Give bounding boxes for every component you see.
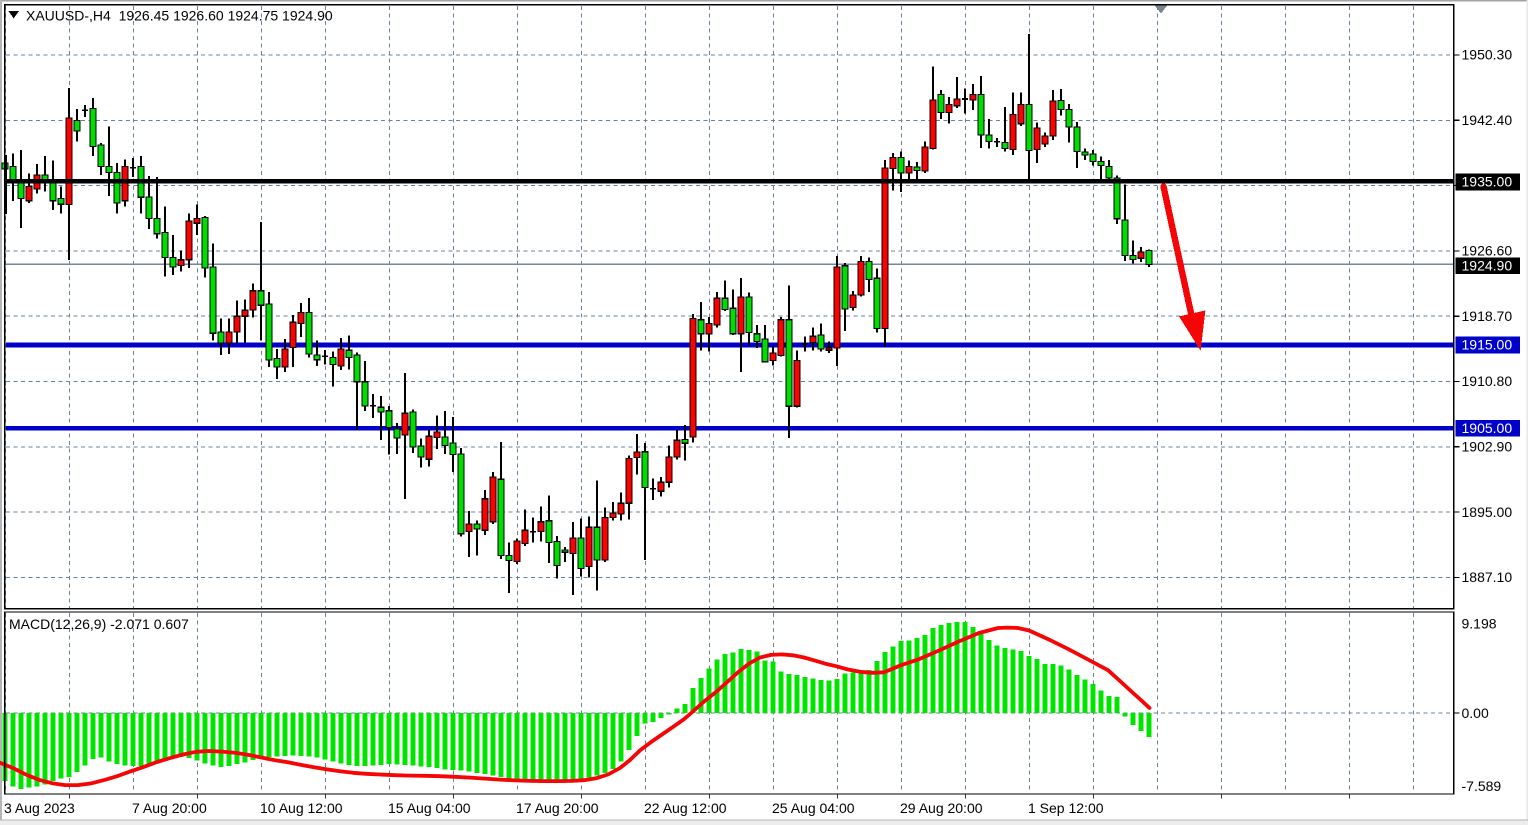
svg-text:25 Aug 04:00: 25 Aug 04:00 — [772, 800, 855, 816]
svg-text:29 Aug 20:00: 29 Aug 20:00 — [900, 800, 983, 816]
svg-text:17 Aug 20:00: 17 Aug 20:00 — [516, 800, 599, 816]
svg-text:XAUUSD-,H4 1926.45 1926.60 19: XAUUSD-,H4 1926.45 1926.60 1924.75 1924.… — [26, 8, 333, 24]
svg-text:1950.30: 1950.30 — [1462, 47, 1513, 63]
svg-text:1 Sep 12:00: 1 Sep 12:00 — [1028, 800, 1104, 816]
svg-text:1924.90: 1924.90 — [1462, 257, 1513, 273]
svg-text:22 Aug 12:00: 22 Aug 12:00 — [644, 800, 727, 816]
svg-text:1905.00: 1905.00 — [1462, 420, 1513, 436]
svg-text:MACD(12,26,9) -2.071 0.607: MACD(12,26,9) -2.071 0.607 — [9, 616, 189, 632]
svg-text:1887.10: 1887.10 — [1462, 569, 1513, 585]
svg-text:-7.589: -7.589 — [1462, 778, 1502, 794]
svg-text:9.198: 9.198 — [1462, 616, 1497, 632]
svg-text:3 Aug 2023: 3 Aug 2023 — [4, 800, 75, 816]
svg-text:1935.00: 1935.00 — [1462, 174, 1513, 190]
svg-text:7 Aug 20:00: 7 Aug 20:00 — [132, 800, 207, 816]
svg-text:10 Aug 12:00: 10 Aug 12:00 — [260, 800, 343, 816]
svg-text:15 Aug 04:00: 15 Aug 04:00 — [388, 800, 471, 816]
svg-text:1915.00: 1915.00 — [1462, 337, 1513, 353]
svg-text:0.00: 0.00 — [1462, 705, 1489, 721]
svg-text:1942.40: 1942.40 — [1462, 112, 1513, 128]
svg-text:1926.60: 1926.60 — [1462, 243, 1513, 259]
svg-text:1910.80: 1910.80 — [1462, 373, 1513, 389]
svg-text:1902.90: 1902.90 — [1462, 439, 1513, 455]
svg-text:1895.00: 1895.00 — [1462, 504, 1513, 520]
svg-text:1918.70: 1918.70 — [1462, 308, 1513, 324]
